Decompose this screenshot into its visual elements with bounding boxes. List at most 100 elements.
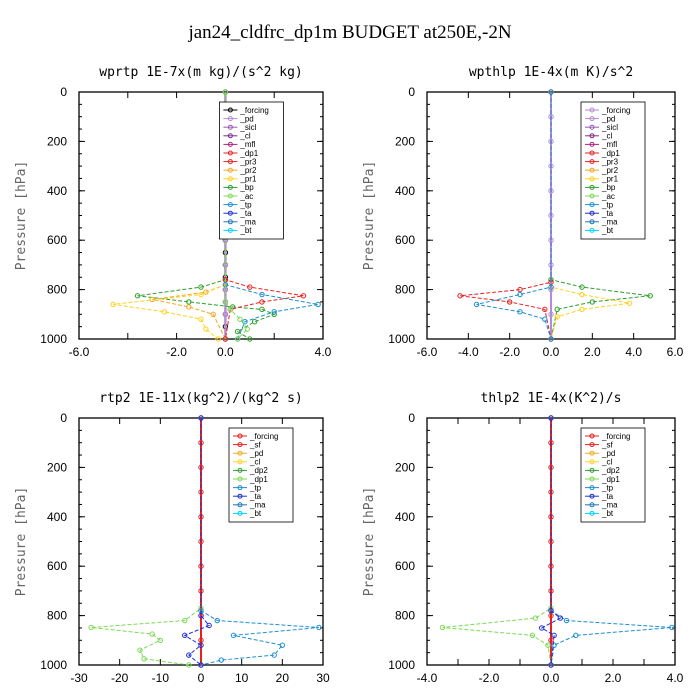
data-point [186,299,192,305]
legend-marker [237,433,243,439]
series-line-dp1 [460,92,552,340]
legend-marker [227,227,233,233]
legend-label: _mfl [601,140,617,149]
data-point [271,309,277,315]
series-line-dp1 [91,418,202,666]
data-point [554,314,560,320]
legend-marker [237,510,243,516]
legend-label: _sicl [239,123,256,132]
y-tick-label: 800 [395,609,415,623]
legend-label: _dp2 [249,466,268,475]
data-point [247,284,253,290]
data-point [548,612,554,619]
y-tick-label: 200 [47,134,67,148]
y-tick-label: 800 [47,283,67,297]
x-tick-label: 0 [198,671,205,685]
legend-label: _ta [249,492,262,501]
data-point [579,306,585,313]
legend-label: _cl [601,132,612,141]
legend-label: _mfl [239,140,255,149]
data-point [182,617,188,624]
legend-label: _bp [239,183,254,192]
series-line-bp [137,92,276,340]
legend-marker [227,219,233,225]
data-point [473,301,480,308]
data-point [548,311,554,317]
data-point [186,652,192,658]
series-line-dp1 [442,418,552,666]
data-point [439,624,446,631]
legend-marker [227,124,233,130]
legend-marker [237,459,243,465]
legend-marker [589,193,595,199]
data-point [88,624,94,631]
panel-title: wprtp 1E-7x(m kg)/(s^2 kg) [99,65,303,80]
series-line-ta [183,418,210,666]
legend-label: _sf [249,440,261,449]
y-tick-label: 200 [395,134,415,148]
data-point [579,284,585,290]
data-point [198,284,204,290]
data-point [198,642,204,648]
legend-marker [227,184,233,190]
y-tick-label: 1000 [40,332,67,346]
data-point [251,319,258,325]
legend-marker [227,193,233,199]
data-point [234,328,241,335]
legend-label: _pr1 [239,175,257,184]
data-point [259,291,265,298]
data-point [237,316,243,322]
series-line-tp [200,418,319,666]
legend-marker [237,485,243,491]
legend-label: _pd [239,114,253,123]
legend-marker [227,116,233,122]
legend-marker [589,485,595,491]
legend-label: _forcing [249,432,278,441]
data-point [215,336,221,342]
legend-marker [589,176,595,182]
data-point [545,642,551,648]
legend-label: _sicl [601,123,618,132]
legend-label: _pd [249,449,263,458]
data-point [149,631,155,637]
data-point [247,336,253,342]
y-tick-label: 200 [395,460,415,474]
data-point [573,632,579,639]
data-point [203,326,209,332]
y-tick-label: 1000 [388,332,415,346]
panel-title: wpthlp 1E-4x(m K)/s^2 [469,65,633,80]
y-tick-label: 600 [47,559,67,573]
legend-marker [589,433,595,439]
y-tick-label: 200 [47,460,67,474]
panel-title: rtp2 1E-11x(kg^2)/(kg^2 s) [99,391,303,406]
x-tick-label: 2.0 [584,345,601,359]
y-tick-label: 400 [47,510,67,524]
legend-label: _tp [601,200,614,209]
legend-label: _ta [601,209,614,218]
x-tick-label: 10 [235,671,249,685]
legend-marker [227,107,233,113]
data-point [161,309,168,315]
data-point [517,286,523,293]
data-point [517,291,523,298]
x-tick-label: 4.0 [625,345,642,359]
x-tick-label: -6.0 [417,345,438,359]
data-point [242,319,248,325]
data-point [626,300,633,306]
data-point [259,306,265,313]
data-point [198,612,204,619]
legend-label: _tp [601,483,614,492]
legend-marker [237,493,243,499]
legend: _forcing_pd_sicl_cl_mfl_dp1_pr3_pr2_pr1_… [580,101,646,240]
data-point [198,415,204,421]
x-tick-label: 0.0 [217,345,234,359]
legend-label: _ta [601,492,614,501]
data-point [647,293,653,299]
data-point [548,662,554,668]
legend-label: _cl [249,458,260,467]
data-point [198,662,204,668]
legend-marker [227,176,233,182]
x-tick-label: -4.0 [458,345,479,359]
legend-marker [589,510,595,516]
